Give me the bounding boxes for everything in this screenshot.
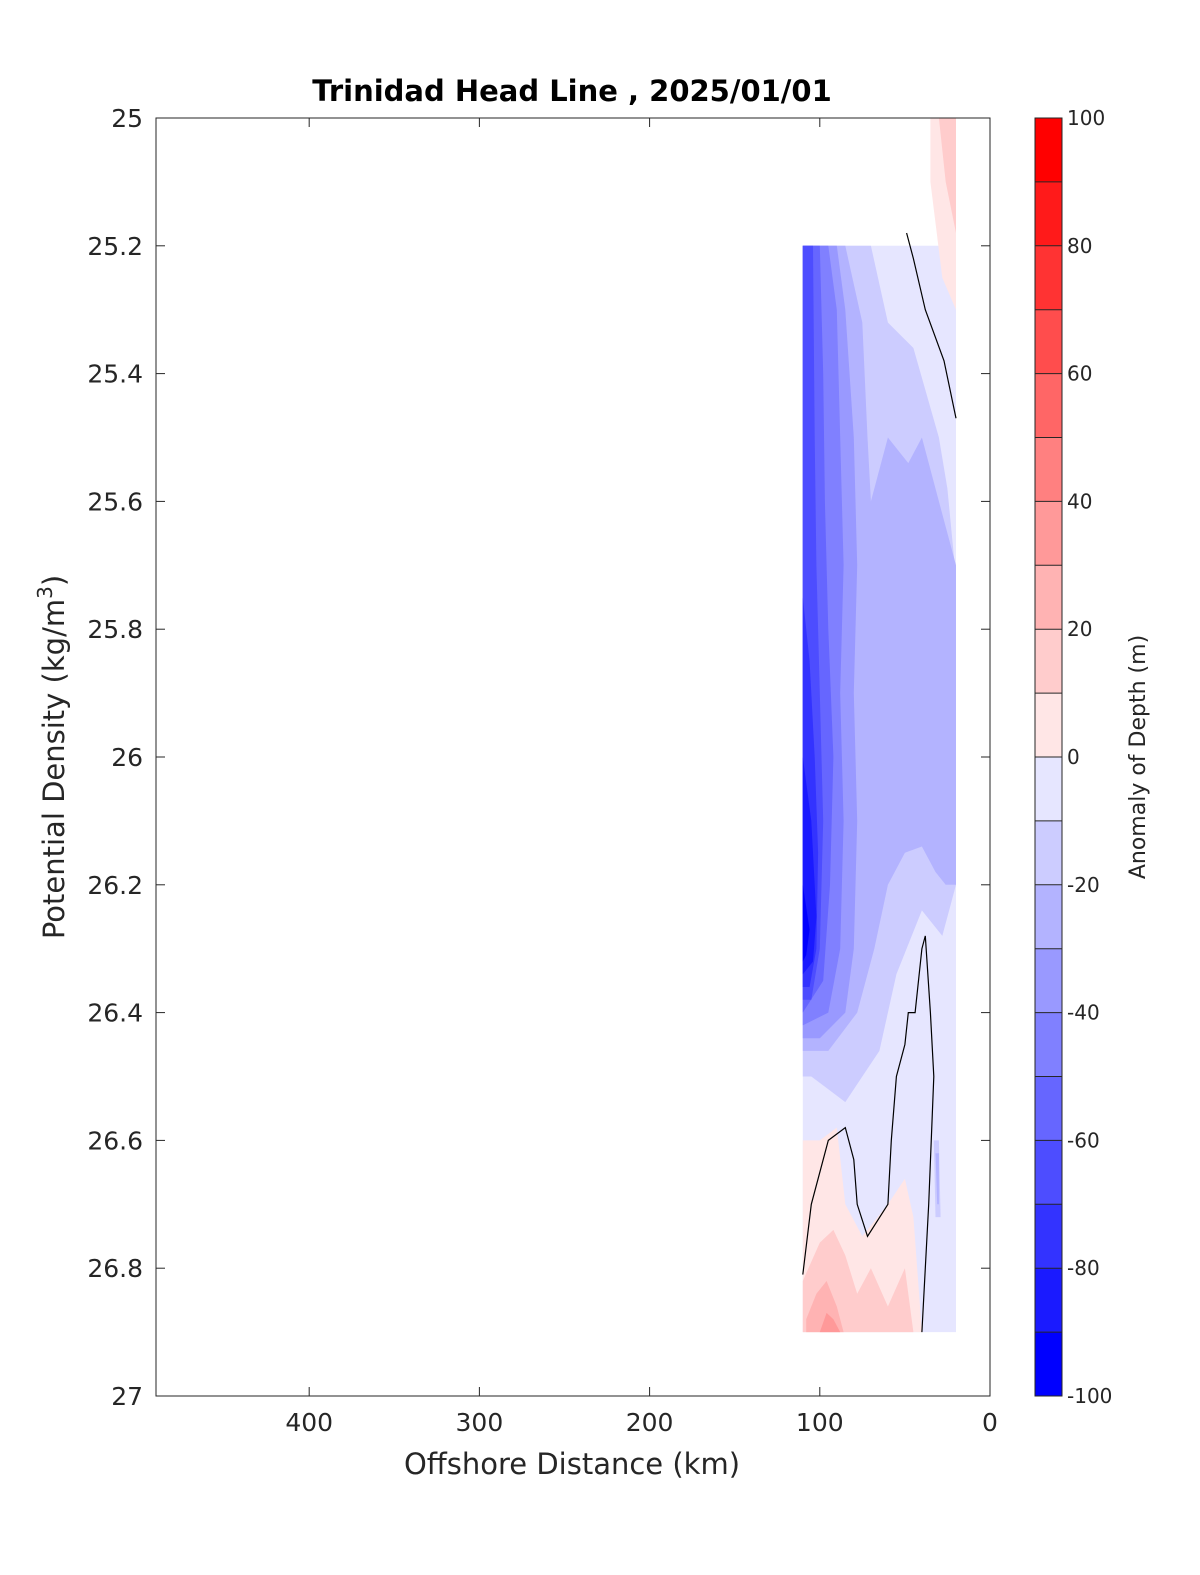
y-tick-label-1: 25.2 — [87, 232, 143, 261]
colorbar-bin-9 — [1035, 757, 1062, 821]
colorbar-title: Anomaly of Depth (m) — [1126, 635, 1151, 879]
y-tick-label-8: 26.6 — [87, 1126, 143, 1155]
y-axis-title-sup: 3 — [33, 586, 57, 599]
y-axis-title: Potential Density (kg/m3) — [33, 575, 71, 939]
colorbar-frame — [1034, 117, 1063, 1397]
colorbar-tick-label-0: 100 — [1067, 106, 1105, 130]
y-tick-label-5: 26 — [111, 743, 143, 772]
x-tick-label-3: 100 — [796, 1408, 844, 1437]
y-axis-title-main: Potential Density (kg/m — [37, 599, 71, 939]
colorbar-bin-7 — [1035, 884, 1062, 949]
colorbar-tick-label-4: 20 — [1067, 617, 1092, 641]
y-tick-label-6: 26.2 — [87, 871, 143, 900]
colorbar-bin-0 — [1035, 1332, 1062, 1396]
contour-fill-layer — [802, 118, 956, 1333]
colorbar-bin-13 — [1035, 501, 1062, 566]
colorbar-bin-3 — [1035, 1140, 1062, 1205]
colorbar-bin-5 — [1035, 1012, 1062, 1077]
colorbar-bin-17 — [1035, 245, 1062, 310]
y-tick-label-3: 25.6 — [87, 487, 143, 516]
colorbar-tick-label-2: 60 — [1067, 362, 1092, 386]
colorbar: 100 80 60 40 20 0 -20 -40 -60 -80 -100 — [1034, 106, 1112, 1408]
colorbar-tick-label-3: 40 — [1067, 489, 1092, 513]
x-tick-label-4: 0 — [982, 1408, 998, 1437]
colorbar-tick-label-7: -40 — [1067, 1001, 1100, 1025]
y-tick-label-9: 26.8 — [87, 1254, 143, 1283]
chart-title: Trinidad Head Line , 2025/01/01 — [312, 74, 832, 108]
y-axis-title-end: ) — [37, 575, 71, 586]
x-tick-label-2: 200 — [626, 1408, 674, 1437]
zero-contour-layer — [802, 232, 957, 1333]
contour-region-13 — [819, 1312, 841, 1333]
y-tick-label-2: 25.4 — [87, 360, 143, 389]
x-tick-label-0: 400 — [285, 1408, 333, 1437]
colorbar-bin-16 — [1035, 309, 1062, 374]
y-tick-label-7: 26.4 — [87, 999, 143, 1028]
y-tick-label-0: 25 — [111, 104, 143, 133]
zero-contour-line-1 — [802, 935, 935, 1333]
contour-region-15 — [938, 118, 956, 233]
colorbar-bin-15 — [1035, 373, 1062, 438]
colorbar-bin-18 — [1035, 181, 1062, 246]
contour-region-17 — [935, 1153, 939, 1205]
colorbar-tick-label-9: -80 — [1067, 1256, 1100, 1280]
colorbar-bin-11 — [1035, 629, 1062, 694]
colorbar-bin-6 — [1035, 948, 1062, 1013]
y-tick-label-4: 25.8 — [87, 615, 143, 644]
colorbar-tick-label-10: -100 — [1067, 1384, 1112, 1408]
colorbar-tick-label-5: 0 — [1067, 745, 1080, 769]
colorbar-bin-2 — [1035, 1204, 1062, 1269]
colorbar-bin-10 — [1035, 693, 1062, 757]
colorbar-tick-label-6: -20 — [1067, 873, 1100, 897]
x-tick-label-1: 300 — [456, 1408, 504, 1437]
colorbar-bin-19 — [1035, 118, 1062, 182]
x-axis-title: Offshore Distance (km) — [404, 1447, 740, 1481]
colorbar-tick-label-1: 80 — [1067, 234, 1092, 258]
colorbar-bin-4 — [1035, 1076, 1062, 1141]
axis-ticks: 400 300 200 100 0 25 25.2 25.4 25.6 25.8 26 26.2 26.… — [87, 104, 998, 1437]
colorbar-bin-14 — [1035, 437, 1062, 502]
colorbar-bin-1 — [1035, 1268, 1062, 1333]
contour-region-12 — [806, 1281, 844, 1333]
contour-region-9 — [802, 884, 810, 962]
colorbar-bin-8 — [1035, 820, 1062, 885]
colorbar-bin-12 — [1035, 565, 1062, 630]
y-tick-label-10: 27 — [111, 1382, 143, 1411]
colorbar-tick-label-8: -60 — [1067, 1128, 1100, 1152]
zero-contour-line-0 — [906, 232, 957, 419]
